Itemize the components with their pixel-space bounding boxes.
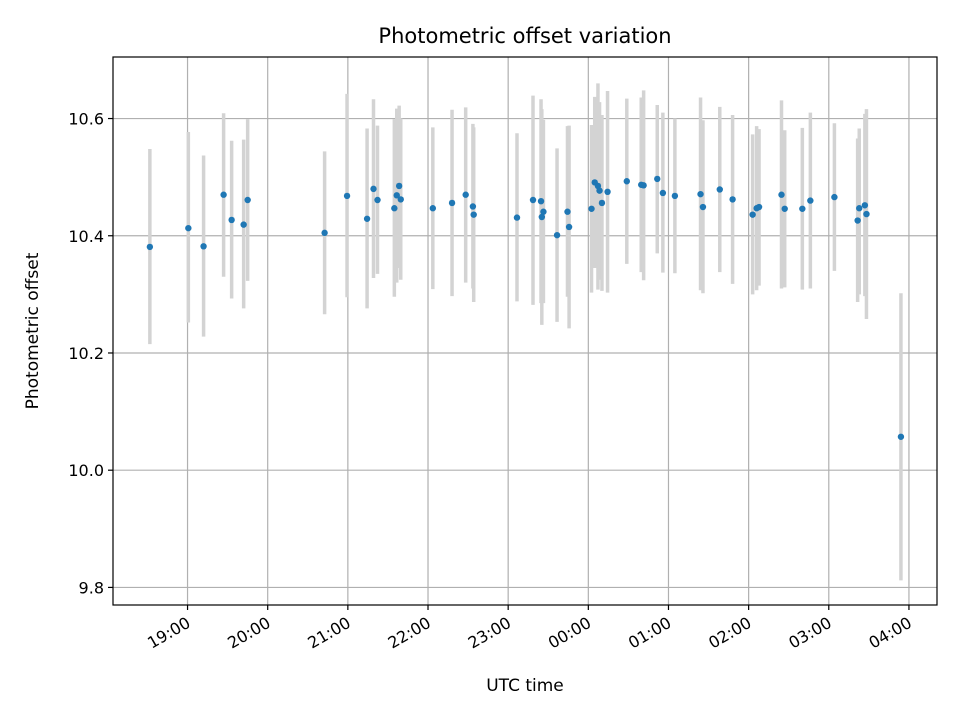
data-point bbox=[856, 205, 863, 212]
data-point bbox=[623, 178, 630, 185]
data-point bbox=[640, 182, 647, 189]
data-point bbox=[807, 197, 814, 204]
data-point bbox=[363, 215, 371, 222]
data-point bbox=[397, 196, 404, 203]
data-point bbox=[729, 196, 736, 203]
data-point bbox=[604, 188, 611, 196]
data-point bbox=[799, 205, 806, 212]
data-point bbox=[778, 191, 785, 198]
data-point bbox=[391, 205, 398, 212]
data-point bbox=[564, 208, 571, 215]
y-tick-label: 9.8 bbox=[79, 578, 104, 597]
data-point bbox=[185, 224, 192, 232]
data-point bbox=[861, 202, 869, 209]
data-point bbox=[537, 197, 545, 205]
data-point bbox=[716, 186, 723, 193]
data-point bbox=[529, 196, 537, 204]
data-point bbox=[781, 205, 788, 212]
data-points bbox=[146, 175, 905, 440]
y-tick-label: 10.6 bbox=[68, 110, 104, 129]
data-point bbox=[565, 223, 573, 231]
data-point bbox=[553, 231, 561, 239]
data-point bbox=[220, 191, 227, 198]
data-point bbox=[200, 243, 207, 250]
data-point bbox=[146, 243, 154, 251]
chart-title: Photometric offset variation bbox=[378, 24, 671, 48]
data-point bbox=[429, 205, 437, 212]
data-point bbox=[671, 192, 679, 200]
data-point bbox=[755, 203, 763, 211]
data-point bbox=[462, 191, 469, 198]
y-tick-label: 10.0 bbox=[68, 461, 104, 480]
data-point bbox=[654, 175, 661, 183]
data-point bbox=[374, 196, 381, 204]
y-tick-label: 10.4 bbox=[68, 227, 104, 246]
data-point bbox=[897, 433, 905, 440]
data-point bbox=[393, 192, 400, 199]
data-point bbox=[448, 199, 456, 207]
data-point bbox=[596, 187, 603, 194]
data-point bbox=[228, 216, 235, 224]
y-axis-ticks: 9.8 10.0 10.2 10.4 10.6 bbox=[68, 110, 113, 597]
data-point bbox=[538, 213, 546, 221]
data-point bbox=[863, 210, 870, 218]
data-point bbox=[470, 211, 477, 218]
y-tick-label: 10.2 bbox=[68, 344, 104, 363]
x-axis-label: UTC time bbox=[486, 676, 564, 696]
data-point bbox=[343, 192, 351, 200]
data-point bbox=[395, 182, 403, 190]
data-point bbox=[244, 196, 251, 204]
data-point bbox=[370, 185, 377, 193]
plot-frame bbox=[112, 56, 938, 606]
data-point bbox=[321, 229, 328, 237]
data-point bbox=[831, 193, 838, 201]
data-point bbox=[699, 203, 707, 211]
data-point bbox=[588, 205, 595, 212]
data-point bbox=[469, 203, 477, 210]
data-point bbox=[240, 221, 247, 228]
y-axis-label: Photometric offset bbox=[23, 252, 43, 409]
data-point bbox=[697, 190, 704, 198]
data-point bbox=[659, 189, 667, 197]
grid-lines bbox=[113, 57, 937, 605]
data-point bbox=[598, 199, 606, 207]
data-point bbox=[513, 214, 521, 221]
data-point bbox=[749, 211, 756, 218]
data-point bbox=[540, 208, 547, 215]
data-point bbox=[854, 217, 861, 224]
